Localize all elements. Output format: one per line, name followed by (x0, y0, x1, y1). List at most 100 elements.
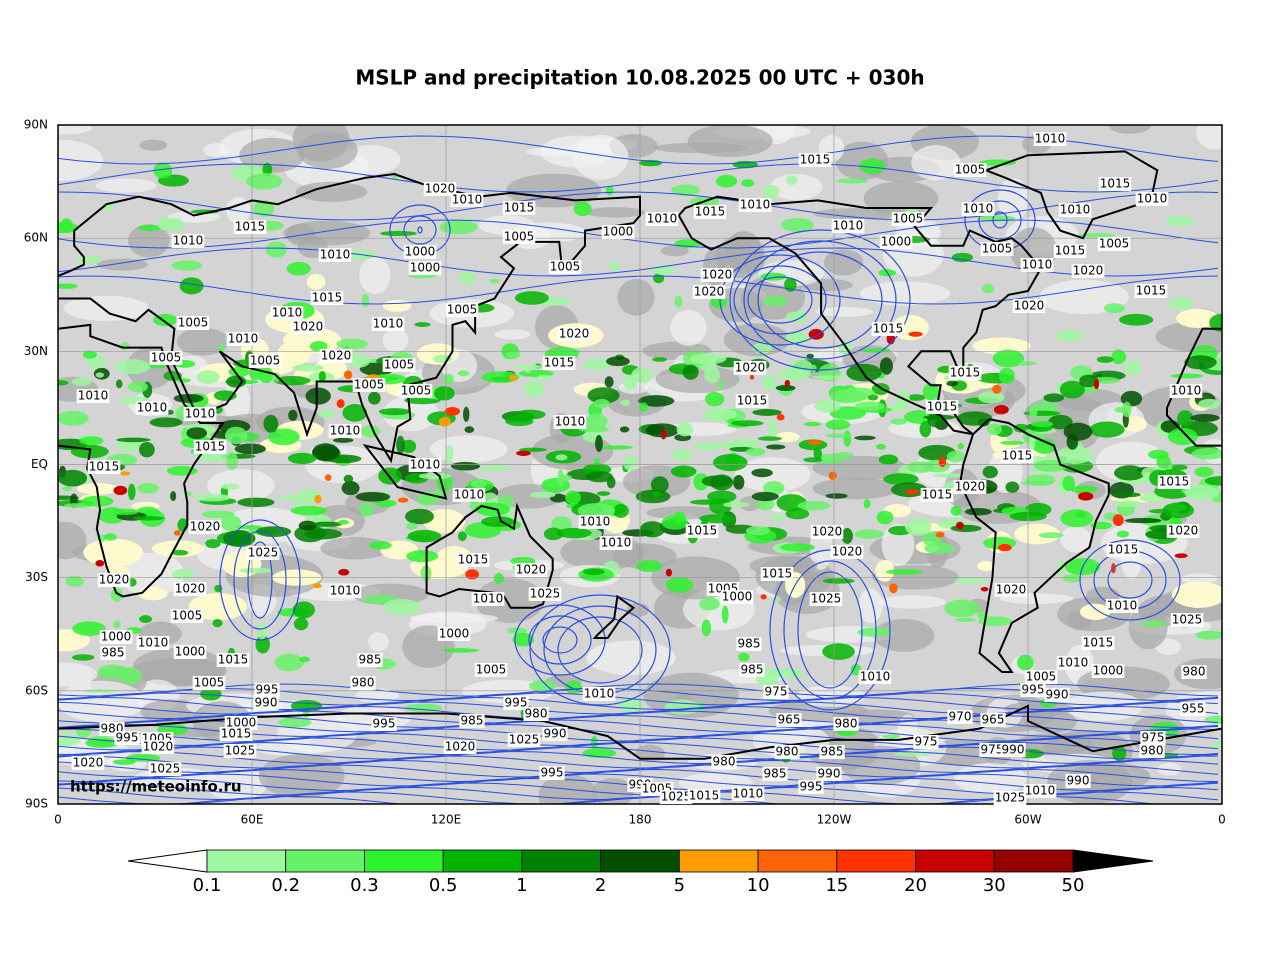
precip-patch (225, 426, 248, 445)
precip-patch (1079, 374, 1098, 388)
heavy-precip-patch (344, 370, 353, 380)
precip-patch (405, 508, 434, 525)
cloud-patch (770, 173, 823, 201)
precip-patch (76, 255, 103, 264)
precip-patch (613, 503, 629, 518)
colorbar-over (1072, 849, 1154, 873)
precip-patch (810, 364, 817, 373)
isobar-label: 1020 (832, 545, 863, 559)
precip-patch (606, 356, 630, 367)
isobar-label-box (1181, 665, 1207, 679)
isobar-label: 1005 (1026, 670, 1057, 684)
cloud-patch (58, 680, 145, 723)
isobar-label-box (798, 780, 824, 794)
isobar-label: 1025 (811, 592, 842, 606)
isobar-label: 1005 (354, 378, 385, 392)
lon-label: 120W (817, 813, 852, 827)
colorbar-label: 5 (674, 875, 685, 896)
precip-patch (291, 363, 324, 372)
precip-patch (946, 450, 965, 463)
precip-patch (1111, 349, 1127, 365)
precip-patch (528, 680, 557, 692)
cloud-patch (475, 578, 545, 623)
precip-patch (382, 599, 421, 616)
precip-patch (863, 499, 871, 509)
precip-patch (825, 493, 848, 499)
precip-patch (652, 490, 661, 497)
precip-patch (223, 530, 256, 548)
isobar-label-box (1000, 743, 1026, 757)
precip-patch (58, 410, 89, 426)
cloud-patch (859, 281, 951, 306)
heavy-precip-patch (828, 471, 837, 480)
precip-patch (287, 452, 317, 465)
precip-patch (361, 293, 369, 308)
precip-patch (766, 444, 786, 450)
precip-patch (1184, 485, 1220, 501)
precip-patch (536, 374, 552, 381)
precip-patch (1030, 420, 1054, 428)
precip-patch (731, 420, 764, 427)
precip-patch (445, 444, 454, 463)
isobar-label: 1015 (695, 205, 726, 219)
isobar-line (58, 741, 1219, 756)
isobar-label: 1000 (603, 225, 634, 239)
isobar-label-box (270, 306, 304, 320)
precip-patch (946, 380, 959, 387)
isobar-label-box (188, 520, 222, 534)
isobar-label-box (953, 480, 987, 494)
precip-patch (234, 443, 266, 455)
heavy-precip-patch (444, 406, 461, 416)
precip-patch (745, 447, 766, 457)
isobar-label-box (879, 235, 913, 249)
isobar-label-box (774, 745, 800, 759)
precip-patch (771, 514, 784, 522)
precip-patch (406, 522, 418, 530)
isobar-label: 995 (1022, 683, 1045, 697)
precip-patch (171, 260, 203, 271)
isobar-label: 955 (1182, 702, 1205, 716)
isobar-label: 1015 (235, 220, 266, 234)
precip-patch (433, 386, 455, 401)
isobar-label-box (71, 756, 105, 770)
precip-patch (1119, 313, 1154, 326)
precip-patch (1028, 434, 1036, 451)
isobar-label-box (456, 553, 490, 567)
isobar-line (529, 594, 671, 706)
precip-patch (826, 433, 851, 438)
isobar-label: 1010 (1171, 384, 1202, 398)
heavy-precip-patch (808, 329, 824, 340)
precip-patch (811, 375, 848, 380)
heavy-precip-patch (509, 374, 517, 382)
cloud-patch (572, 134, 629, 180)
precip-patch (278, 717, 312, 728)
isobar-label-box (961, 202, 995, 216)
precip-patch (1038, 532, 1064, 539)
heavy-precip-patch (1112, 514, 1124, 526)
precip-patch (1066, 433, 1079, 450)
precip-patch (1124, 360, 1142, 376)
precip-patch (493, 573, 504, 584)
isobar-label-box (711, 755, 737, 769)
precip-patch (729, 438, 760, 450)
isobar-label: 1010 (454, 488, 485, 502)
precip-patch (149, 417, 183, 428)
precip-patch (682, 364, 699, 380)
precip-patch (623, 455, 638, 471)
isobar-label-box (798, 153, 832, 167)
precip-patch (854, 529, 884, 539)
lon-label: 0 (54, 813, 62, 827)
precip-patch (558, 474, 572, 481)
isobar-label-box (523, 707, 549, 721)
precip-patch (591, 735, 598, 750)
precip-patch (1062, 475, 1075, 491)
isobar-label-box (149, 351, 183, 365)
isobar-label-box (980, 242, 1014, 256)
precip-patch (239, 567, 273, 574)
cloud-patch (63, 295, 150, 321)
precip-patch (462, 406, 470, 422)
precip-patch (797, 501, 831, 511)
precip-patch (1116, 530, 1129, 538)
isobar-label-box (1000, 449, 1034, 463)
isobar-label-box (319, 349, 353, 363)
